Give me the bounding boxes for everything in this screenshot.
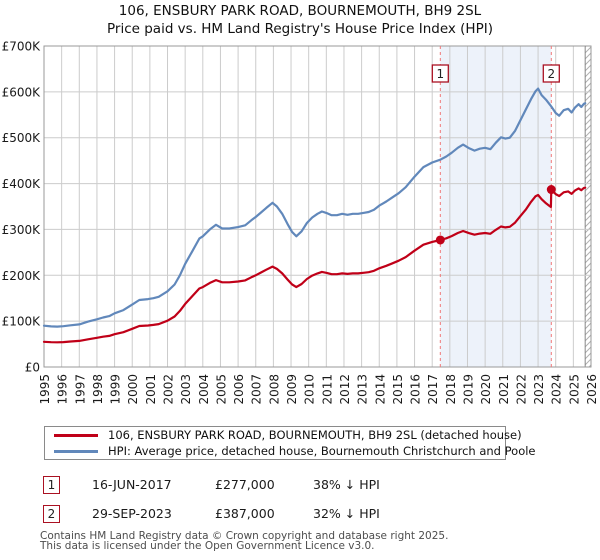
sale-1-price: £277,000 [215, 477, 275, 492]
sale-1-vs-hpi: 38% ↓ HPI [313, 477, 380, 492]
svg-text:£500K: £500K [2, 131, 42, 145]
svg-text:2: 2 [547, 67, 555, 81]
svg-text:£200K: £200K [2, 269, 42, 283]
svg-text:£0: £0 [25, 361, 40, 375]
svg-text:£300K: £300K [2, 223, 42, 237]
legend-item-property: 106, ENSBURY PARK ROAD, BOURNEMOUTH, BH9… [45, 428, 522, 442]
svg-text:2023: 2023 [532, 374, 546, 405]
svg-text:£100K: £100K [2, 315, 42, 329]
svg-text:2021: 2021 [497, 374, 511, 405]
copyright-line: Contains HM Land Registry data © Crown c… [40, 530, 449, 542]
price-history-chart: 1 2£700K£600K£500K£400K£300K£200K£100K£01… [2, 40, 599, 405]
svg-text:2012: 2012 [338, 374, 352, 405]
svg-text:2020: 2020 [479, 374, 493, 405]
svg-text:1996: 1996 [56, 374, 70, 405]
svg-text:1998: 1998 [91, 374, 105, 405]
chart-title: 106, ENSBURY PARK ROAD, BOURNEMOUTH, BH9… [118, 3, 482, 19]
svg-text:2017: 2017 [426, 374, 440, 405]
svg-text:2005: 2005 [214, 374, 228, 405]
sale-2-vs-hpi: 32% ↓ HPI [313, 506, 380, 521]
svg-text:£700K: £700K [2, 40, 42, 54]
sale-2-price: £387,000 [215, 506, 275, 521]
chart-subtitle: Price paid vs. HM Land Registry's House … [107, 21, 493, 37]
svg-text:1997: 1997 [73, 374, 87, 405]
sale-1-date: 16-JUN-2017 [92, 477, 172, 492]
svg-text:£400K: £400K [2, 177, 42, 191]
svg-text:2022: 2022 [514, 374, 528, 405]
svg-text:2019: 2019 [461, 374, 475, 405]
svg-text:2018: 2018 [444, 374, 458, 405]
sale-2-date: 29-SEP-2023 [92, 506, 172, 521]
sale-annotation-row-2: 2 29-SEP-2023 £387,000 32% ↓ HPI [0, 505, 600, 525]
svg-text:2016: 2016 [409, 374, 423, 405]
legend-item-hpi: HPI: Average price, detached house, Bour… [45, 444, 536, 458]
svg-text:2006: 2006 [232, 374, 246, 405]
property-line-swatch [54, 433, 98, 437]
svg-text:2024: 2024 [550, 374, 564, 405]
svg-text:2011: 2011 [320, 374, 334, 405]
svg-text:2008: 2008 [267, 374, 281, 405]
hpi-line-swatch [54, 449, 98, 453]
svg-text:2025: 2025 [567, 374, 581, 405]
svg-text:1995: 1995 [38, 374, 52, 405]
svg-text:2014: 2014 [373, 374, 387, 405]
svg-text:2010: 2010 [303, 374, 317, 405]
legend-label-hpi: HPI: Average price, detached house, Bour… [108, 444, 536, 458]
svg-text:2001: 2001 [144, 374, 158, 405]
legend: 106, ENSBURY PARK ROAD, BOURNEMOUTH, BH9… [44, 426, 536, 460]
svg-text:£600K: £600K [2, 85, 42, 99]
svg-text:2009: 2009 [285, 374, 299, 405]
legend-label-property: 106, ENSBURY PARK ROAD, BOURNEMOUTH, BH9… [108, 428, 522, 442]
svg-text:1999: 1999 [109, 374, 123, 405]
svg-text:1: 1 [436, 67, 444, 81]
sale-2-number-badge: 2 [43, 505, 60, 523]
svg-text:2004: 2004 [197, 374, 211, 405]
svg-text:2026: 2026 [585, 374, 599, 405]
svg-text:2000: 2000 [126, 374, 140, 405]
svg-text:2003: 2003 [179, 374, 193, 405]
sale-1-number-badge: 1 [43, 476, 60, 494]
sale-annotation-row-1: 1 16-JUN-2017 £277,000 38% ↓ HPI [0, 476, 600, 496]
svg-text:2002: 2002 [162, 374, 176, 405]
svg-text:2013: 2013 [356, 374, 370, 405]
svg-text:2007: 2007 [250, 374, 264, 405]
licence-line: This data is licensed under the Open Gov… [40, 540, 375, 552]
svg-text:2015: 2015 [391, 374, 405, 405]
